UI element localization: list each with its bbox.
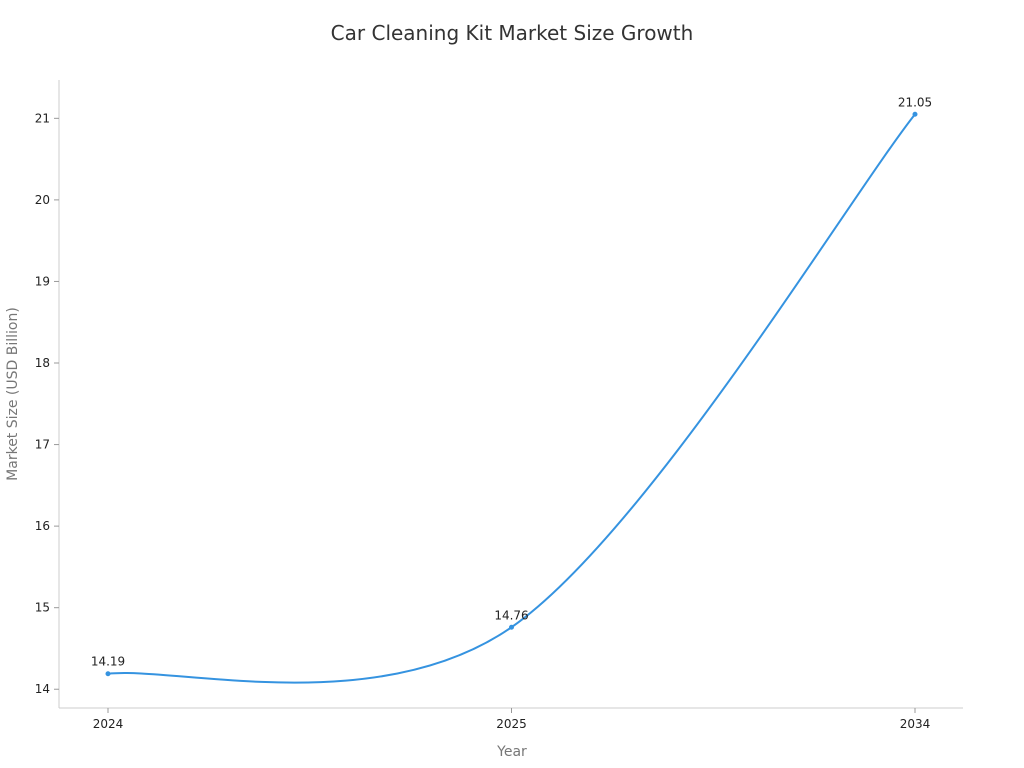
- y-axis-ticks: 14 15 16 17 18 19 20 21: [35, 111, 59, 696]
- chart-title: Car Cleaning Kit Market Size Growth: [331, 21, 694, 45]
- data-point: [509, 624, 514, 630]
- x-tick-label: 2024: [93, 717, 124, 731]
- series-points: [105, 111, 918, 677]
- x-axis-ticks: 2024 2025 2034: [93, 708, 931, 731]
- y-tick-label: 18: [35, 356, 50, 370]
- x-axis-label: Year: [496, 744, 527, 760]
- data-label: 21.05: [898, 95, 932, 109]
- y-tick-label: 19: [35, 274, 50, 288]
- x-tick-label: 2025: [496, 717, 527, 731]
- y-tick-label: 21: [35, 111, 50, 125]
- data-label: 14.19: [91, 655, 125, 669]
- y-tick-label: 16: [35, 519, 50, 533]
- y-tick-label: 15: [35, 601, 50, 615]
- y-tick-label: 17: [35, 438, 50, 452]
- data-label: 14.76: [494, 608, 528, 622]
- y-tick-label: 14: [35, 682, 50, 696]
- y-axis-label: Market Size (USD Billion): [5, 307, 21, 481]
- data-point: [105, 671, 111, 677]
- y-tick-label: 20: [35, 193, 50, 207]
- series-line: [107, 113, 916, 684]
- data-labels: 14.19 14.76 21.05: [91, 95, 932, 668]
- x-tick-label: 2034: [900, 717, 931, 731]
- data-point: [912, 111, 918, 117]
